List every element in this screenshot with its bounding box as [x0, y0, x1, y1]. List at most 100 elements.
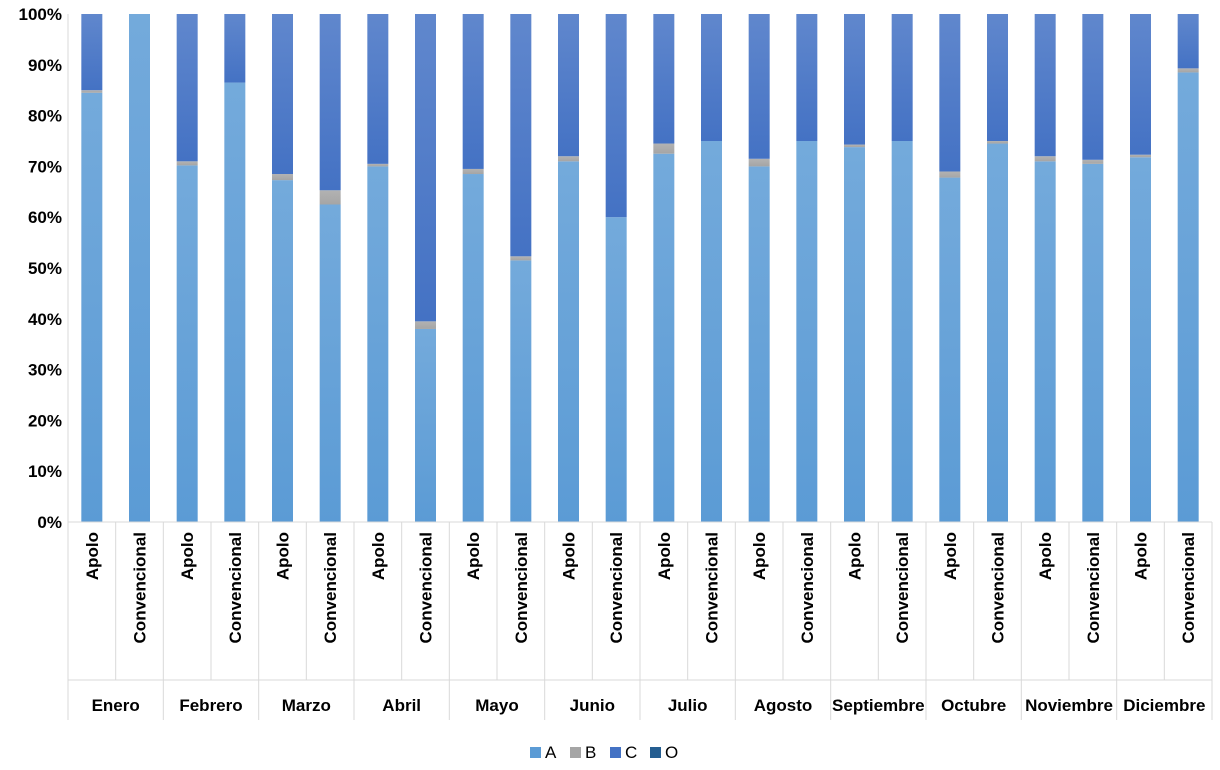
x-month-label: Abril: [382, 696, 421, 715]
bar-segment-c: [1082, 14, 1104, 160]
bar-segment-a: [1177, 72, 1199, 523]
bar-segment-c: [510, 14, 532, 257]
bar-segment-c: [1034, 14, 1056, 157]
bar-segment-a: [81, 92, 103, 523]
y-tick-label: 30%: [28, 361, 62, 380]
bar-segment-c: [367, 14, 389, 164]
bar-segment-a: [987, 143, 1008, 523]
bar-segment-c: [748, 14, 770, 159]
bar-segment-b: [1034, 156, 1056, 162]
bar-segment-b: [653, 143, 675, 154]
x-month-label: Julio: [668, 696, 708, 715]
legend-label-b: B: [585, 743, 596, 762]
bar-segment-a: [367, 166, 389, 522]
x-sub-label: Apolo: [369, 532, 388, 580]
x-sub-label: Convencional: [798, 532, 817, 643]
legend-label-c: C: [625, 743, 637, 762]
x-month-label: Junio: [570, 696, 615, 715]
bar-segment-c: [1130, 14, 1151, 155]
bar-segment-a: [129, 14, 150, 522]
bar-segment-b: [939, 171, 961, 178]
y-tick-label: 90%: [28, 56, 62, 75]
x-month-label: Enero: [92, 696, 140, 715]
bar-segment-c: [176, 14, 198, 162]
bar-segment-a: [510, 260, 532, 522]
y-tick-label: 100%: [19, 5, 62, 24]
bar-segment-c: [81, 14, 103, 91]
x-month-label: Noviembre: [1025, 696, 1113, 715]
bar-segment-b: [367, 163, 389, 167]
bar-segment-b: [272, 174, 293, 181]
bar-segment-b: [987, 141, 1008, 144]
x-sub-label: Apolo: [464, 532, 483, 580]
bar-segment-a: [462, 174, 484, 522]
x-sub-label: Apolo: [178, 532, 197, 580]
bar-segment-c: [558, 14, 579, 157]
bar-segment-c: [462, 14, 484, 169]
y-tick-label: 60%: [28, 208, 62, 227]
bar-segment-c: [605, 14, 627, 218]
bar-segment-c: [844, 14, 865, 145]
x-sub-label: Convencional: [989, 532, 1008, 643]
x-sub-label: Convencional: [607, 532, 626, 643]
legend-swatch-a: [530, 747, 541, 758]
bar-segment-a: [653, 153, 675, 522]
bar-segment-b: [176, 161, 198, 166]
bar-segment-a: [176, 165, 198, 522]
y-tick-label: 50%: [28, 259, 62, 278]
bar-segment-a: [939, 177, 961, 522]
bar-segment-b: [319, 190, 341, 205]
y-tick-label: 0%: [37, 513, 62, 532]
bar-segment-a: [748, 166, 770, 522]
bar-segment-b: [510, 256, 532, 261]
bar-segment-a: [1034, 161, 1056, 522]
bar-segment-b: [844, 144, 865, 148]
x-month-label: Febrero: [179, 696, 242, 715]
bar-segment-c: [653, 14, 675, 144]
bar-segment-a: [558, 161, 579, 522]
x-sub-label: Convencional: [1084, 532, 1103, 643]
bar-segment-a: [701, 141, 722, 522]
bar-segment-b: [558, 156, 579, 162]
bar-segment-a: [891, 141, 913, 522]
bar-segment-c: [987, 14, 1008, 141]
x-month-label: Octubre: [941, 696, 1006, 715]
y-axis: 0% 10% 20% 30% 40% 50% 60% 70% 80% 90% 100%: [19, 5, 69, 532]
x-sub-label: Convencional: [512, 532, 531, 643]
x-sub-label: Convencional: [703, 532, 722, 643]
bar-segment-b: [81, 90, 103, 93]
bar-segment-a: [844, 147, 865, 522]
legend-label-o: O: [665, 743, 678, 762]
bar-segment-c: [224, 14, 246, 83]
bar-segment-a: [272, 180, 293, 522]
y-tick-label: 40%: [28, 310, 62, 329]
x-month-label: Marzo: [282, 696, 331, 715]
bar-segment-c: [891, 14, 913, 141]
x-month-label: Septiembre: [832, 696, 925, 715]
bar-segment-c: [415, 14, 436, 322]
x-sub-label: Apolo: [1036, 532, 1055, 580]
x-sub-label: Apolo: [83, 532, 102, 580]
bar-segment-a: [605, 217, 627, 522]
bar-segment-b: [1177, 68, 1199, 73]
x-month-label: Mayo: [475, 696, 518, 715]
x-axis: Apolo Convencional Enero Apolo Convencional F…: [67, 521, 1213, 720]
bar-segment-a: [1082, 163, 1104, 523]
x-month-label: Diciembre: [1123, 696, 1205, 715]
legend-swatch-o: [650, 747, 661, 758]
bar-segment-a: [319, 204, 341, 522]
bar-segment-c: [796, 14, 818, 141]
bar-segment-a: [1130, 157, 1151, 522]
x-sub-label: Convencional: [1179, 532, 1198, 643]
y-tick-label: 20%: [28, 411, 62, 430]
bar-segment-c: [1177, 14, 1199, 69]
y-tick-label: 10%: [28, 462, 62, 481]
y-tick-label: 70%: [28, 157, 62, 176]
legend-swatch-b: [570, 747, 581, 758]
bar-segment-b: [1130, 154, 1151, 158]
x-sub-label: Apolo: [655, 532, 674, 580]
y-tick-label: 80%: [28, 107, 62, 126]
bars-layer: [81, 14, 1199, 523]
